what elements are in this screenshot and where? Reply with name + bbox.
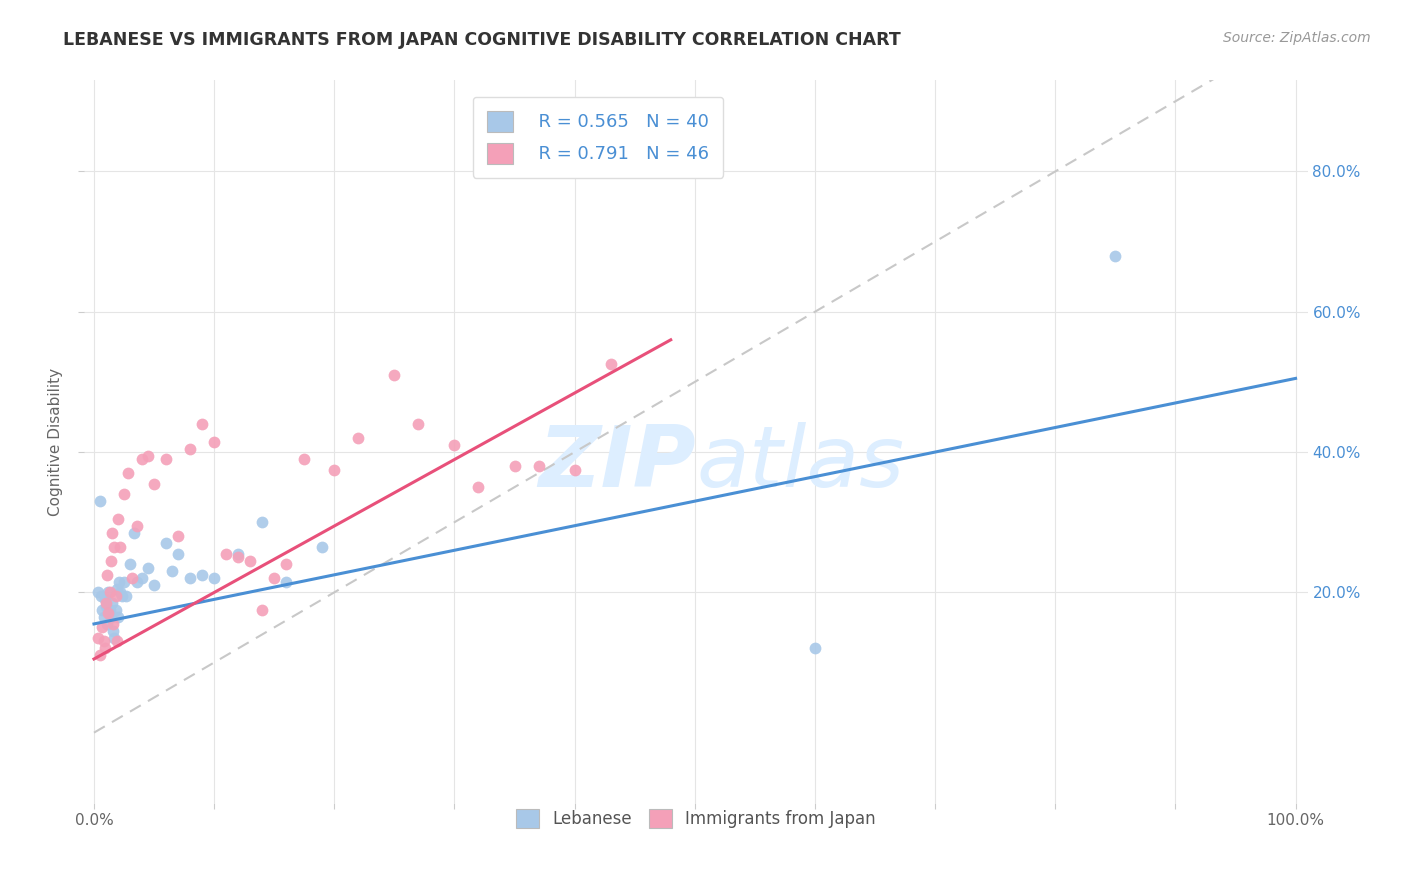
Point <box>104 589 127 603</box>
Point <box>107 610 129 624</box>
Point <box>89 648 111 663</box>
Point <box>226 547 249 561</box>
Point <box>98 585 121 599</box>
Point <box>103 624 125 638</box>
Text: Source: ZipAtlas.com: Source: ZipAtlas.com <box>1223 31 1371 45</box>
Point <box>91 620 114 634</box>
Point <box>86 631 108 645</box>
Point <box>155 452 177 467</box>
Point <box>94 596 117 610</box>
Point <box>191 567 214 582</box>
Point <box>94 599 117 614</box>
Point <box>112 487 135 501</box>
Point <box>122 525 145 540</box>
Point <box>276 558 298 572</box>
Point <box>112 574 135 589</box>
Point <box>167 547 190 561</box>
Point <box>599 357 621 371</box>
Point <box>323 462 346 476</box>
Point <box>110 585 132 599</box>
Point <box>202 434 225 449</box>
Point <box>527 459 550 474</box>
Point <box>136 561 159 575</box>
Text: ZIP: ZIP <box>538 422 696 505</box>
Point <box>97 607 120 621</box>
Point <box>103 616 125 631</box>
Point <box>311 540 333 554</box>
Y-axis label: Cognitive Disability: Cognitive Disability <box>48 368 63 516</box>
Point <box>179 571 201 585</box>
Point <box>160 564 183 578</box>
Point <box>804 641 827 656</box>
Point <box>131 452 153 467</box>
Point <box>179 442 201 456</box>
Point <box>105 582 128 596</box>
Point <box>107 512 129 526</box>
Point <box>443 438 465 452</box>
Point <box>202 571 225 585</box>
Point <box>117 466 139 480</box>
Legend: Lebanese, Immigrants from Japan: Lebanese, Immigrants from Japan <box>506 798 886 838</box>
Point <box>250 603 273 617</box>
Point <box>89 494 111 508</box>
Point <box>101 525 124 540</box>
Point <box>103 631 125 645</box>
Point <box>276 574 298 589</box>
Point <box>101 596 124 610</box>
Point <box>382 368 405 382</box>
Point <box>103 540 125 554</box>
Text: atlas: atlas <box>696 422 904 505</box>
Point <box>239 554 262 568</box>
Point <box>564 462 586 476</box>
Point <box>155 536 177 550</box>
Point <box>408 417 430 431</box>
Point <box>100 610 122 624</box>
Point <box>226 550 249 565</box>
Point <box>91 603 114 617</box>
Point <box>167 529 190 543</box>
Point <box>121 571 143 585</box>
Point <box>292 452 315 467</box>
Point <box>136 449 159 463</box>
Point <box>215 547 238 561</box>
Point <box>93 634 115 648</box>
Point <box>347 431 370 445</box>
Point <box>104 603 127 617</box>
Point <box>97 585 120 599</box>
Point <box>90 589 112 603</box>
Point <box>94 592 117 607</box>
Point <box>96 567 118 582</box>
Point <box>143 476 166 491</box>
Point <box>110 540 132 554</box>
Point <box>100 554 122 568</box>
Point <box>127 518 149 533</box>
Point <box>250 515 273 529</box>
Point <box>131 571 153 585</box>
Point <box>86 585 108 599</box>
Point <box>263 571 285 585</box>
Point <box>143 578 166 592</box>
Point <box>108 574 131 589</box>
Point <box>96 616 118 631</box>
Point <box>127 574 149 589</box>
Point <box>115 589 138 603</box>
Point <box>98 603 121 617</box>
Point <box>191 417 214 431</box>
Point <box>110 589 132 603</box>
Point <box>503 459 526 474</box>
Point <box>93 610 115 624</box>
Text: LEBANESE VS IMMIGRANTS FROM JAPAN COGNITIVE DISABILITY CORRELATION CHART: LEBANESE VS IMMIGRANTS FROM JAPAN COGNIT… <box>63 31 901 49</box>
Point <box>467 480 489 494</box>
Point <box>94 641 117 656</box>
Point <box>118 558 141 572</box>
Point <box>1104 249 1126 263</box>
Point <box>105 634 128 648</box>
